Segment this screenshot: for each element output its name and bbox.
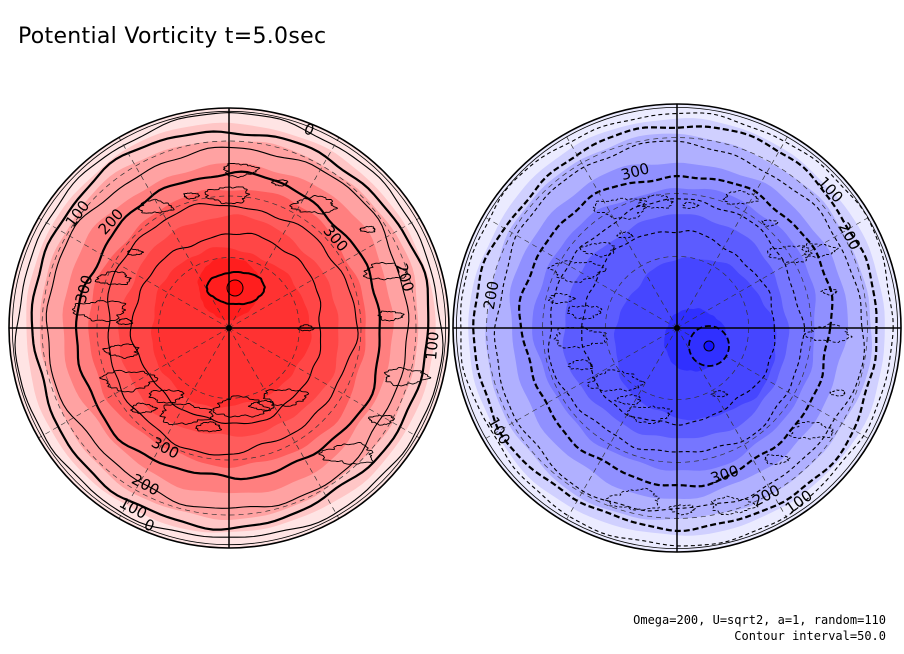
meridian-line bbox=[482, 215, 678, 329]
contour-line bbox=[472, 125, 878, 533]
contour-island bbox=[587, 369, 646, 392]
contour-island bbox=[212, 395, 271, 418]
contour-island bbox=[553, 326, 608, 349]
contour-island bbox=[377, 310, 405, 322]
contour-island bbox=[289, 195, 338, 215]
contour-island bbox=[766, 245, 813, 264]
contour-island bbox=[763, 454, 791, 466]
contour-island bbox=[668, 504, 696, 516]
contour-island bbox=[367, 414, 395, 426]
plot-title: Potential Vorticity t=5.0sec bbox=[18, 24, 327, 49]
contour-island bbox=[359, 225, 376, 233]
meridian-line bbox=[228, 217, 420, 329]
meridian-line bbox=[676, 133, 790, 329]
contour-island bbox=[130, 402, 159, 414]
contour-island bbox=[362, 262, 409, 281]
contour-island bbox=[127, 248, 144, 256]
contour-island bbox=[616, 231, 634, 239]
contour-island bbox=[137, 198, 175, 214]
contour-island bbox=[247, 399, 275, 412]
meridian-line bbox=[118, 327, 230, 519]
contour-island bbox=[592, 197, 648, 220]
contour-island bbox=[94, 270, 132, 286]
meridian-line bbox=[38, 327, 230, 439]
contour-island bbox=[722, 189, 760, 205]
contour-island bbox=[567, 359, 595, 371]
contour-island bbox=[547, 292, 576, 304]
contour-island bbox=[99, 369, 159, 393]
contour-island bbox=[578, 241, 617, 258]
contour-island bbox=[547, 260, 607, 283]
contour-island bbox=[604, 487, 660, 511]
contour-island bbox=[116, 317, 134, 325]
contour-island bbox=[271, 179, 289, 187]
contour-island bbox=[262, 388, 310, 407]
contour-interval-text: Contour interval=50.0 bbox=[734, 629, 886, 643]
contour-island bbox=[710, 390, 729, 398]
vortex-center bbox=[226, 279, 244, 297]
contour-island bbox=[614, 394, 642, 406]
contour-island bbox=[159, 402, 214, 426]
contour-island bbox=[761, 219, 779, 227]
meridian-line bbox=[676, 215, 872, 329]
contour-island bbox=[318, 441, 374, 465]
contour-island bbox=[148, 389, 185, 404]
contour-island bbox=[682, 201, 700, 209]
contour-island bbox=[820, 288, 839, 296]
contour-island bbox=[102, 343, 140, 359]
meridian-line bbox=[564, 133, 678, 329]
parameters-text: Omega=200, U=sqrt2, a=1, random=110 bbox=[633, 613, 886, 627]
contour-island bbox=[788, 421, 835, 440]
contour-island bbox=[566, 305, 603, 320]
contour-island bbox=[710, 495, 759, 516]
contour-island bbox=[183, 192, 200, 200]
contour-island bbox=[829, 389, 846, 397]
vortex-center bbox=[703, 340, 715, 352]
meridian-line bbox=[228, 327, 420, 439]
contour-label: 200 bbox=[480, 280, 503, 311]
pole-marker bbox=[674, 325, 680, 331]
contour-island bbox=[804, 323, 853, 343]
contour-island bbox=[72, 300, 127, 323]
meridian-line bbox=[228, 327, 340, 519]
contour-island bbox=[222, 162, 261, 178]
contour-island bbox=[626, 405, 673, 424]
contour-island bbox=[637, 194, 674, 209]
pole-marker bbox=[226, 325, 232, 331]
contour-label: 100 bbox=[422, 331, 442, 361]
contour-island bbox=[383, 366, 432, 387]
meridian-line bbox=[38, 217, 230, 329]
meridian-line bbox=[564, 327, 678, 523]
contour-island bbox=[801, 243, 839, 259]
footer-notes: Omega=200, U=sqrt2, a=1, random=110 Cont… bbox=[633, 612, 886, 644]
contour-island bbox=[195, 421, 222, 433]
meridian-line bbox=[482, 327, 678, 441]
contour-island bbox=[204, 186, 251, 205]
